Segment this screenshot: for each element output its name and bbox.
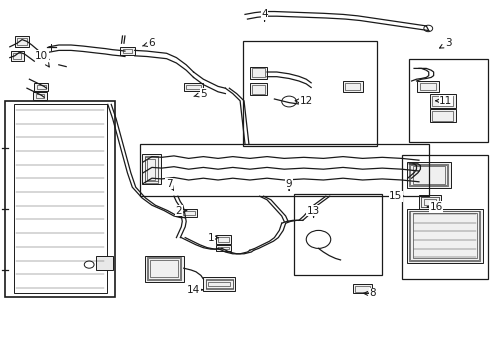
Bar (37, 85, 46, 89)
Bar (5, 101, 115, 297)
Text: 3: 3 (445, 38, 452, 48)
Bar (250, 83, 267, 95)
Bar (430, 109, 456, 122)
Bar (413, 166, 445, 184)
Bar (402, 155, 488, 279)
Text: 1: 1 (207, 233, 214, 243)
Bar (13, 53, 21, 59)
Bar (243, 41, 377, 146)
Bar (218, 237, 229, 242)
Bar (142, 154, 161, 184)
Bar (432, 96, 453, 106)
Bar (407, 209, 483, 263)
Bar (252, 68, 265, 77)
Bar (208, 282, 230, 286)
Bar (250, 67, 267, 79)
Bar (216, 235, 231, 244)
Bar (33, 92, 47, 100)
Bar (34, 83, 48, 91)
Bar (36, 94, 44, 98)
Text: 11: 11 (439, 96, 453, 106)
Bar (294, 194, 382, 275)
Bar (147, 159, 155, 180)
Bar (218, 247, 229, 249)
Bar (410, 211, 479, 260)
Bar (147, 257, 181, 280)
Bar (15, 36, 29, 47)
Bar (413, 213, 477, 258)
Bar (148, 258, 180, 279)
Text: 8: 8 (369, 288, 376, 298)
Bar (424, 199, 436, 205)
Bar (122, 49, 132, 53)
Text: 9: 9 (286, 179, 293, 189)
Bar (432, 111, 453, 121)
Bar (145, 157, 158, 181)
Bar (206, 279, 233, 289)
Bar (419, 195, 441, 209)
Text: 4: 4 (261, 9, 268, 19)
Bar (206, 280, 233, 288)
Text: 15: 15 (389, 191, 403, 201)
Bar (180, 209, 197, 217)
Text: 16: 16 (429, 202, 443, 212)
Bar (252, 85, 265, 94)
Bar (409, 59, 488, 142)
Bar (430, 94, 456, 108)
Bar (183, 211, 195, 215)
Text: 14: 14 (187, 285, 200, 295)
Text: 7: 7 (166, 179, 172, 189)
Bar (421, 197, 439, 207)
Bar (353, 284, 372, 293)
Bar (345, 83, 360, 90)
Text: 2: 2 (175, 206, 182, 216)
Bar (140, 144, 429, 196)
Bar (343, 81, 363, 92)
Bar (184, 83, 203, 91)
Bar (186, 85, 201, 89)
Bar (96, 256, 113, 270)
Bar (407, 162, 451, 188)
Bar (409, 211, 480, 261)
Bar (150, 260, 178, 277)
Bar (17, 38, 27, 45)
Bar (410, 165, 447, 185)
Text: 5: 5 (200, 89, 207, 99)
Bar (145, 156, 158, 183)
Text: 12: 12 (299, 96, 313, 106)
Bar (203, 277, 235, 291)
Text: 10: 10 (35, 51, 48, 61)
Bar (145, 256, 184, 282)
Bar (421, 197, 439, 207)
Text: 13: 13 (307, 206, 320, 216)
Text: 6: 6 (148, 38, 155, 48)
Bar (11, 51, 24, 61)
Bar (355, 286, 370, 292)
Bar (14, 104, 107, 293)
Bar (216, 245, 231, 251)
Bar (409, 164, 448, 186)
Bar (420, 83, 436, 90)
Bar (120, 47, 135, 55)
Bar (417, 81, 439, 92)
